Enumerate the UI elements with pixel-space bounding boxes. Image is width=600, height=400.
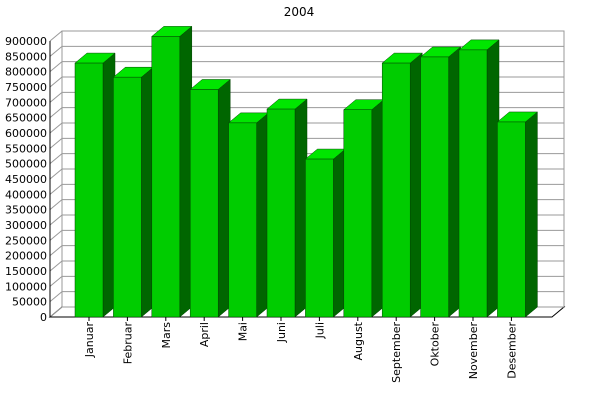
- y-tick-label: 500000: [5, 158, 47, 171]
- y-tick-label: 650000: [5, 112, 47, 125]
- bar: [227, 112, 270, 318]
- y-tick-label: 850000: [5, 50, 47, 63]
- bar: [343, 99, 385, 318]
- y-tick-label: 200000: [5, 250, 47, 263]
- x-tick-label: September: [390, 322, 403, 383]
- y-tick-label: 50000: [12, 296, 47, 309]
- depth-gridline: [49, 45, 63, 57]
- y-tick-label: 250000: [5, 234, 47, 247]
- x-tick-label: Oktober: [429, 322, 442, 367]
- depth-gridline: [49, 275, 63, 287]
- bar-front: [458, 49, 488, 318]
- y-tick-label: 800000: [5, 66, 47, 79]
- bar: [266, 98, 308, 318]
- bar-front: [343, 109, 373, 318]
- x-tick-label: Mai: [237, 322, 250, 341]
- x-tick-label: Februar: [121, 322, 134, 365]
- depth-gridline: [49, 61, 63, 73]
- depth-gridline: [49, 214, 63, 226]
- bar: [496, 111, 539, 318]
- bar-front: [113, 76, 142, 318]
- depth-gridline: [49, 76, 63, 88]
- bar-front: [228, 122, 257, 318]
- depth-gridline: [49, 260, 63, 272]
- x-tick-label: August: [352, 321, 365, 360]
- depth-gridline: [49, 183, 63, 195]
- y-tick-label: 400000: [5, 188, 47, 201]
- y-tick-label: 300000: [5, 219, 47, 232]
- bar: [381, 52, 423, 318]
- chart-title: 2004: [284, 5, 315, 19]
- depth-gridline: [49, 107, 63, 119]
- y-tick-label: 150000: [5, 265, 47, 278]
- depth-gridline: [49, 229, 63, 241]
- bar: [151, 25, 193, 318]
- x-tick-label: April: [198, 322, 211, 347]
- bar-front: [497, 121, 526, 318]
- x-tick-label: Juli: [313, 322, 326, 339]
- x-tick-label: Desember: [505, 322, 518, 379]
- bar-front: [74, 62, 104, 318]
- x-tick-label: Juni: [275, 322, 288, 343]
- x-tick-label: November: [467, 322, 480, 380]
- bar-front: [189, 89, 219, 318]
- y-tick-label: 350000: [5, 204, 47, 217]
- y-tick-label: 600000: [5, 127, 47, 140]
- bar-front: [305, 158, 334, 318]
- x-axis-tick-labels: Januar Februar Mars April Mai Juni Juli August S…: [83, 317, 518, 383]
- bar-front: [266, 108, 296, 318]
- bar: [304, 148, 347, 318]
- y-tick-label: 0: [40, 311, 47, 324]
- depth-gridline: [49, 153, 63, 165]
- bar: [419, 46, 462, 318]
- bar-side: [525, 111, 538, 318]
- y-tick-label: 900000: [5, 35, 47, 48]
- y-tick-label: 450000: [5, 173, 47, 186]
- depth-gridline: [49, 30, 63, 42]
- y-axis-tick-labels: 0 50000 100000 150000 200000 250000 300000 3500…: [5, 35, 47, 324]
- y-tick-label: 750000: [5, 81, 47, 94]
- bar: [112, 66, 155, 318]
- bar: [189, 78, 231, 318]
- x-tick-label: Mars: [160, 322, 173, 349]
- bar-front: [381, 62, 411, 318]
- depth-gridline: [49, 306, 63, 318]
- bar-front: [151, 36, 181, 318]
- depth-gridline: [49, 168, 63, 180]
- y-tick-label: 700000: [5, 96, 47, 109]
- y-tick-label: 100000: [5, 280, 47, 293]
- depth-gridline: [49, 199, 63, 211]
- depth-gridline: [49, 137, 63, 149]
- bars: [74, 25, 539, 318]
- bar: [458, 39, 500, 318]
- y-tick-label: 550000: [5, 142, 47, 155]
- x-tick-label: Januar: [83, 322, 96, 359]
- depth-gridline: [49, 122, 63, 134]
- depth-gridline: [49, 91, 63, 103]
- depth-gridline: [49, 245, 63, 257]
- bar: [74, 52, 116, 318]
- depth-gridline: [49, 291, 63, 303]
- bar-front: [420, 56, 449, 318]
